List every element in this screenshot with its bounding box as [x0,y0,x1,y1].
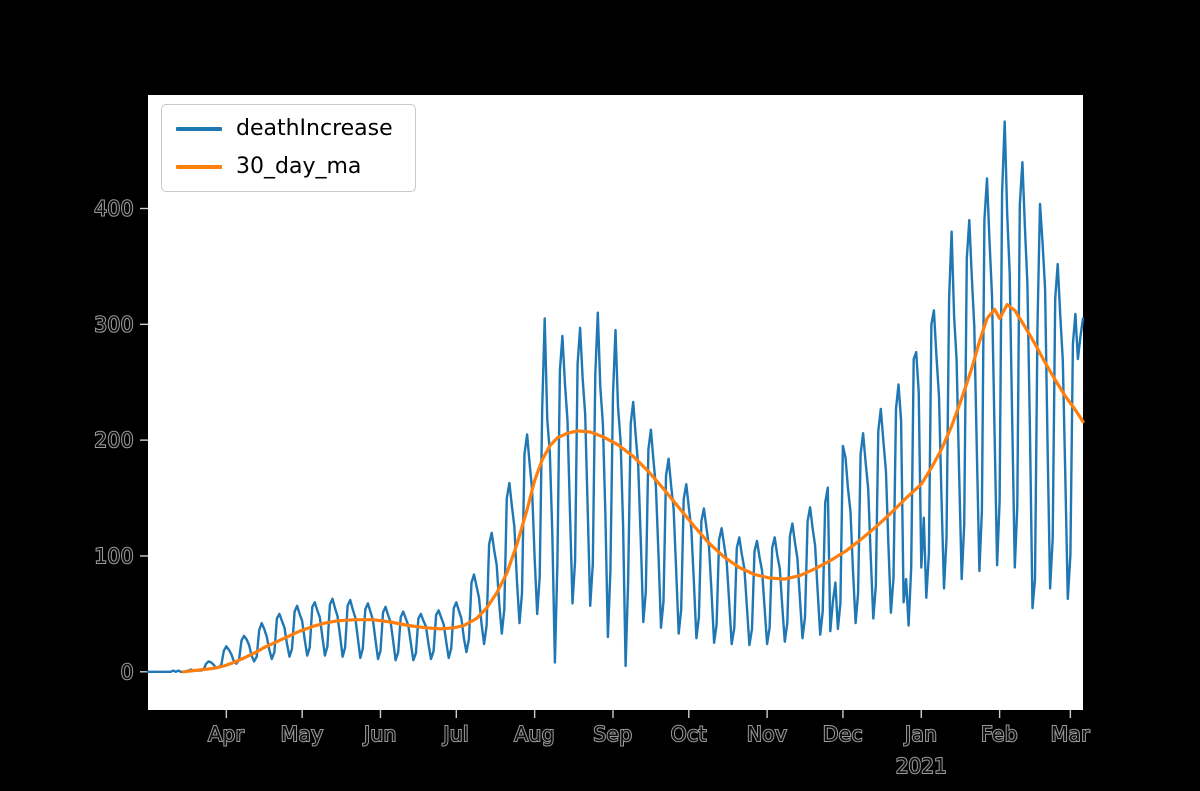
legend-label-deathincrease: deathIncrease [236,116,393,141]
x-tick-label: Sep [593,722,632,746]
y-tick-label: 0 [121,660,134,684]
x-tick-label: Oct [671,722,707,746]
x-tick-label: Feb [981,722,1018,746]
x-axis-year-label: 2021 [896,754,947,778]
x-tick-label: May [281,722,324,746]
x-tick-label: Jul [441,722,469,746]
x-tick-label: Jun [362,722,397,746]
y-tick-label: 300 [94,312,134,336]
x-tick-label: Apr [208,722,244,746]
plot-area [148,95,1083,710]
y-tick-label: 200 [94,428,134,452]
x-tick-label: Dec [823,722,863,746]
y-tick-label: 100 [94,544,134,568]
y-tick-label: 400 [94,197,134,221]
legend: deathIncrease 30_day_ma [161,104,416,193]
legend-label-30-day-ma: 30_day_ma [236,154,362,180]
ma-line-swatch [176,165,222,170]
x-tick-label: Mar [1051,722,1091,746]
ma-line [181,303,1085,674]
x-tick-label: Nov [747,722,788,746]
deathincrease-line [146,120,1085,673]
x-tick-label: Jan [903,722,937,746]
x-tick-label: Aug [514,722,555,746]
legend-item-30-day-ma: 30_day_ma [176,154,393,180]
legend-item-deathincrease: deathIncrease [176,116,393,141]
deathincrease-line-swatch [176,127,222,132]
